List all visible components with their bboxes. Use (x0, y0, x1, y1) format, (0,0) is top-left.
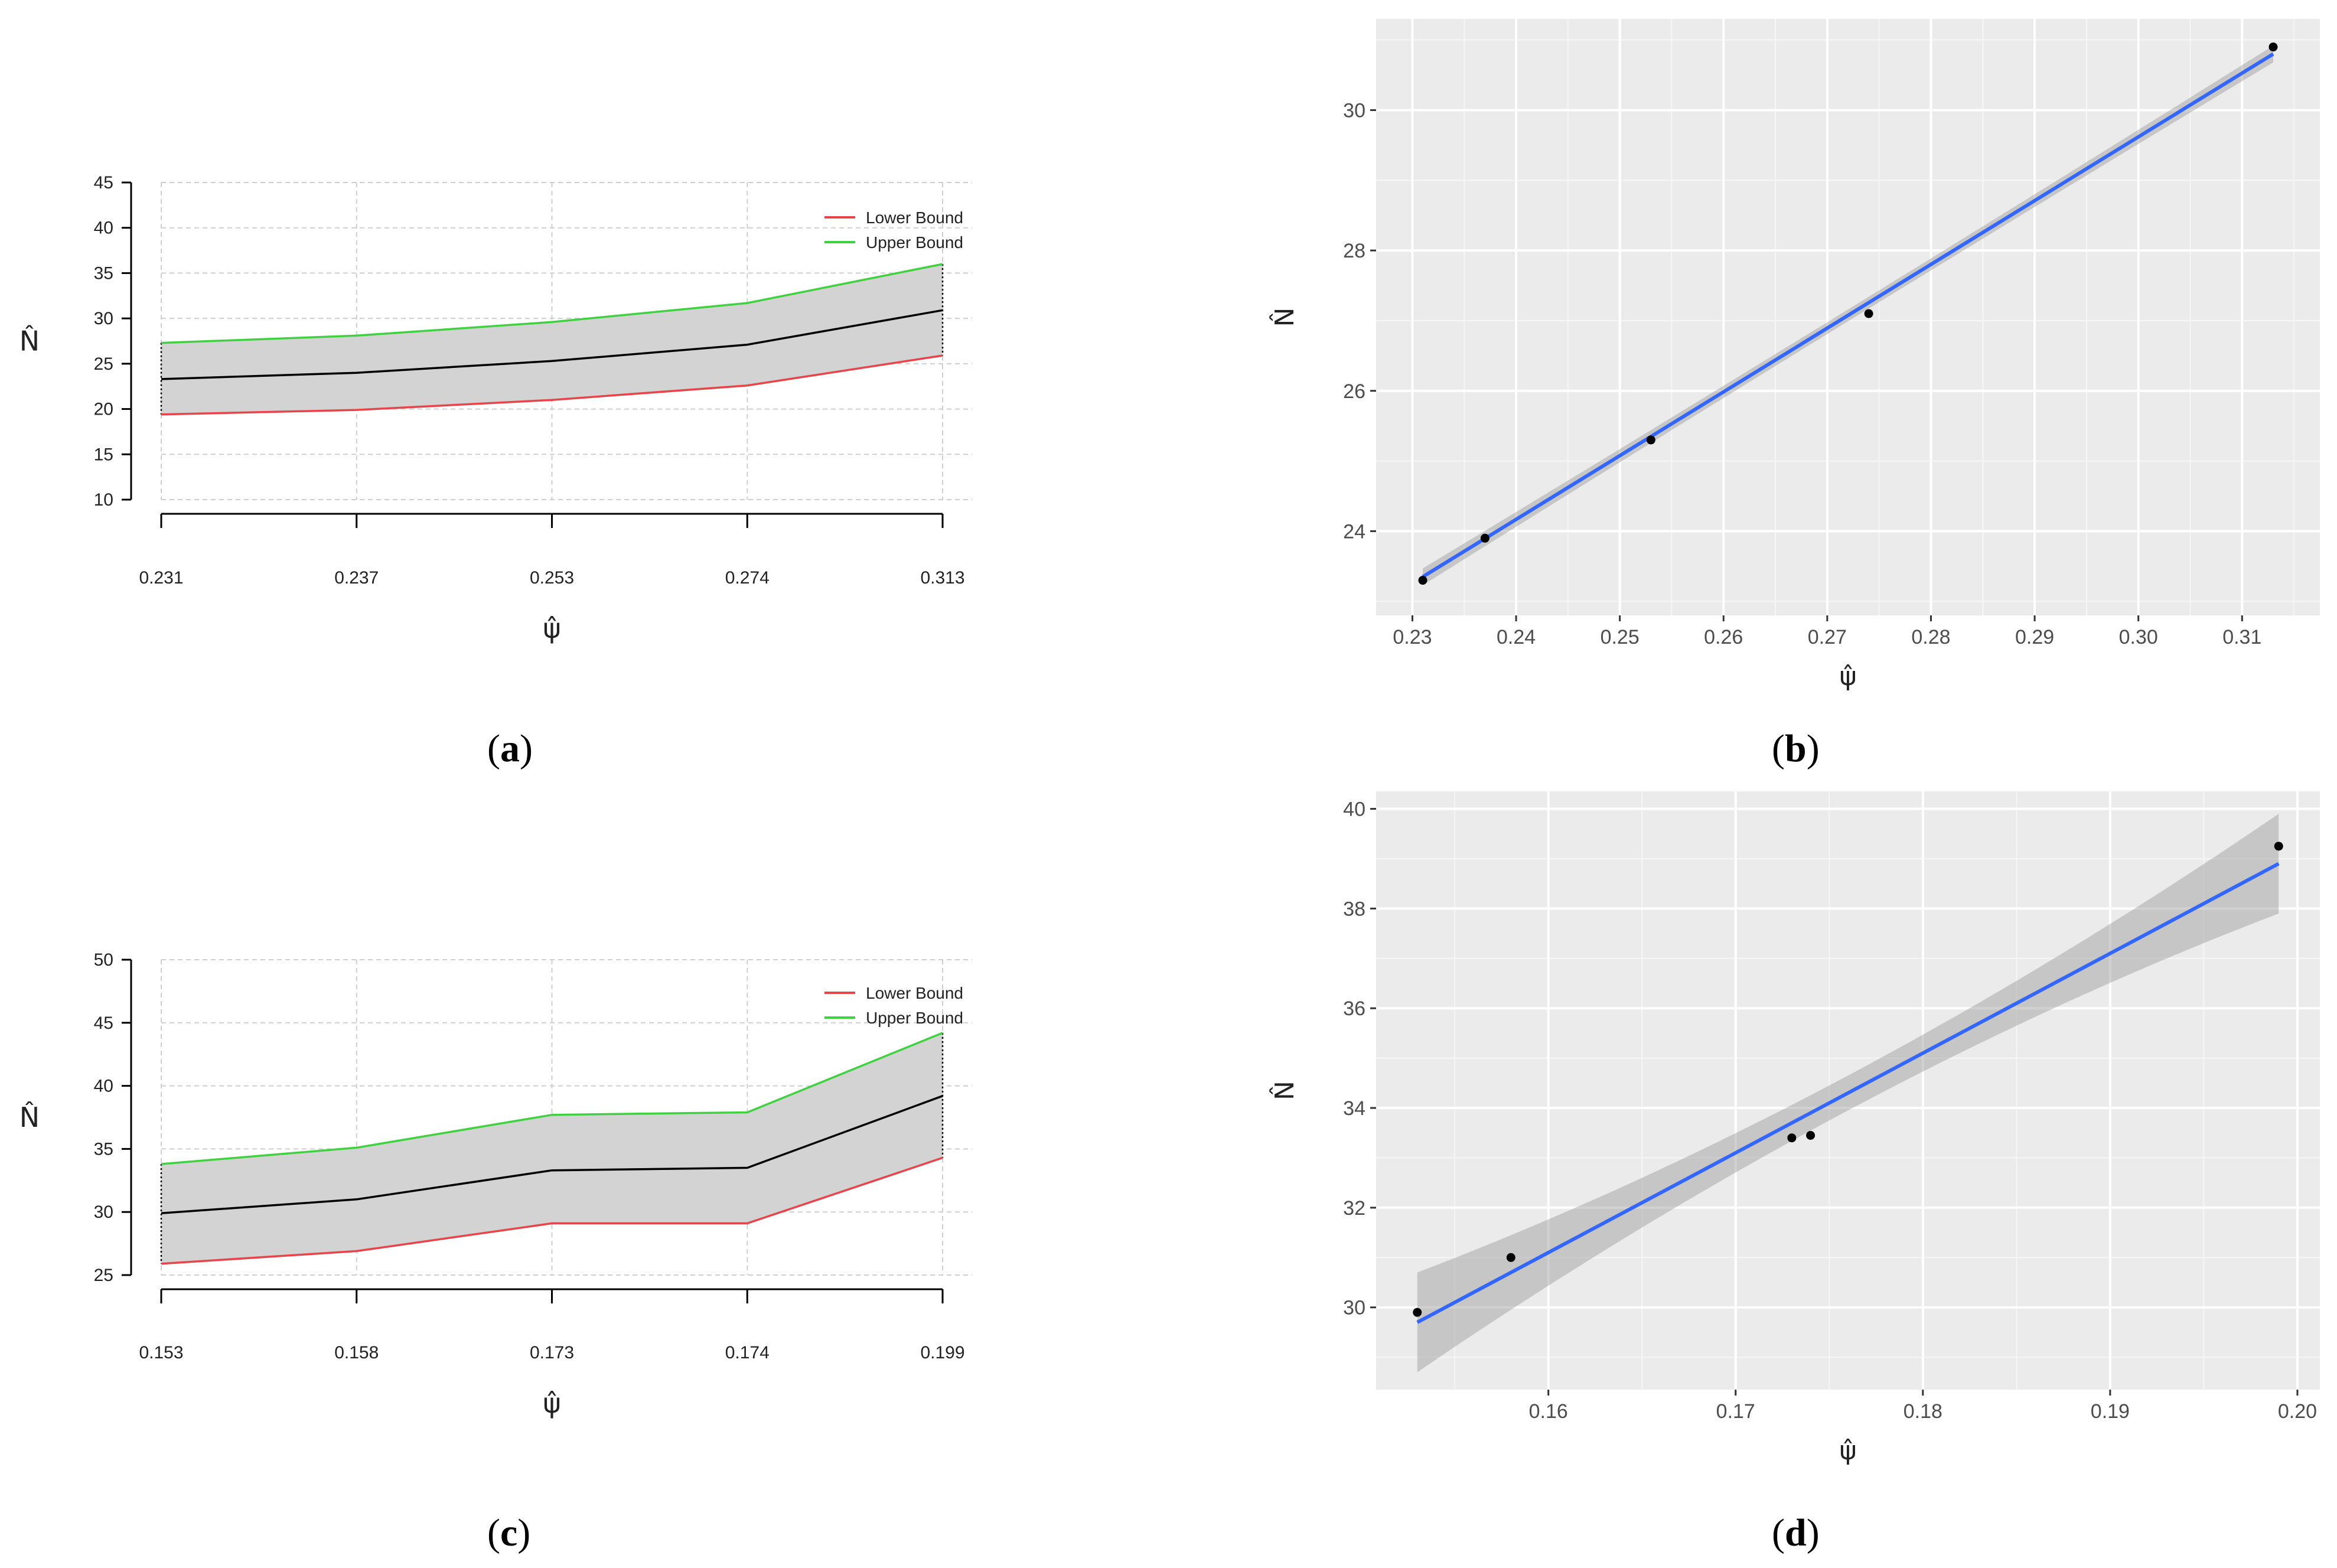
x-tick-label: 0.31 (2222, 626, 2261, 648)
x-tick-label: 0.237 (334, 568, 379, 588)
y-axis-title: N̂ (1269, 1081, 1300, 1100)
y-tick-label: 50 (94, 950, 113, 970)
y-axis-title: N̂ (19, 1101, 40, 1133)
y-tick-label: 30 (94, 1202, 113, 1222)
x-tick-label: 0.30 (2119, 626, 2158, 648)
y-axis-title: N̂ (19, 325, 40, 357)
x-tick-label: 0.17 (1716, 1400, 1755, 1423)
x-tick-label: 0.174 (725, 1343, 770, 1362)
y-tick-label: 35 (94, 1139, 113, 1159)
y-tick-label: 45 (94, 173, 113, 193)
y-tick-label: 15 (94, 445, 113, 464)
series-estimate-line (161, 309, 943, 380)
data-point (1506, 1253, 1515, 1262)
y-tick-label: 25 (94, 1266, 113, 1285)
x-axis-title: ψ̂ (1839, 661, 1856, 692)
data-point (2268, 43, 2278, 52)
y-tick-label: 30 (1343, 99, 1365, 122)
data-point (2274, 842, 2283, 851)
y-tick-label: 32 (1343, 1197, 1365, 1220)
data-point (1806, 1130, 1816, 1140)
panel-label-b: (b) (1772, 727, 1820, 770)
legend-label-upper-bound: Upper Bound (866, 233, 963, 252)
data-point (1864, 309, 1873, 318)
fit-line (1422, 52, 2274, 579)
x-tick-label: 0.173 (530, 1343, 574, 1362)
x-tick-label: 0.23 (1393, 626, 1432, 648)
x-tick-label: 0.153 (139, 1343, 183, 1362)
panel-label-d: (d) (1772, 1511, 1820, 1554)
panel-label-a-letter: a (500, 727, 520, 770)
series-estimate-line (161, 1095, 943, 1215)
y-tick-label: 36 (1343, 997, 1365, 1020)
data-point (1480, 533, 1489, 543)
x-tick-label: 0.199 (920, 1343, 964, 1362)
x-tick-label: 0.24 (1497, 626, 1536, 648)
x-tick-label: 0.253 (530, 568, 574, 588)
panel-label-c-letter: c (500, 1511, 518, 1554)
x-tick-label: 0.18 (1904, 1400, 1942, 1423)
y-tick-label: 26 (1343, 380, 1365, 403)
y-tick-label: 24 (1343, 520, 1365, 543)
y-tick-label: 30 (1343, 1297, 1365, 1319)
x-tick-label: 0.19 (2091, 1400, 2130, 1423)
x-tick-label: 0.20 (2278, 1400, 2317, 1423)
x-tick-label: 0.29 (2015, 626, 2054, 648)
panel-label-a: (a) (487, 727, 533, 770)
x-tick-label: 0.274 (725, 568, 770, 588)
data-point (1787, 1133, 1797, 1143)
y-tick-label: 45 (94, 1013, 113, 1033)
confidence-band (161, 1032, 943, 1264)
legend-label-lower-bound: Lower Bound (866, 208, 963, 227)
y-tick-label: 40 (94, 219, 113, 238)
confidence-band (161, 264, 943, 415)
series-lower-bound-line (161, 354, 943, 416)
y-tick-label: 38 (1343, 898, 1365, 920)
chart-d-ggplot-linear-fit: 30 32 34 36 38 40 0.16 0.17 0.18 0.19 0.20 ψ̂ N̂ (1269, 791, 2320, 1466)
panel-label-b-letter: b (1784, 727, 1807, 770)
chart-c-base-r-band: 25 30 35 40 45 50 0.153 0.158 0.173 0.174 0.199 ψ̂ N… (19, 950, 972, 1419)
x-axis-title: ψ̂ (543, 612, 560, 644)
chart-b-ggplot-linear-fit: 24 26 28 30 0.23 0.24 0.25 0.26 0.27 0.28 0.29 0.30… (1269, 19, 2320, 692)
x-tick-label: 0.27 (1808, 626, 1847, 648)
x-tick-label: 0.313 (920, 568, 964, 588)
y-tick-label: 28 (1343, 240, 1365, 262)
x-tick-label: 0.25 (1601, 626, 1640, 648)
data-point (1413, 1308, 1422, 1317)
x-tick-label: 0.158 (334, 1343, 379, 1362)
panel-label-c: (c) (487, 1511, 531, 1554)
y-tick-label: 34 (1343, 1097, 1365, 1120)
legend-label-upper-bound: Upper Bound (866, 1009, 963, 1027)
fit-line (1416, 862, 2280, 1324)
y-tick-label: 30 (94, 309, 113, 328)
y-tick-label: 40 (1343, 798, 1365, 821)
y-tick-label: 35 (94, 263, 113, 283)
x-axis-title: ψ̂ (1839, 1436, 1856, 1466)
series-lower-bound-line (161, 1156, 943, 1265)
x-axis-title: ψ̂ (543, 1387, 560, 1419)
y-tick-label: 40 (94, 1077, 113, 1096)
chart-a-base-r-band: 10 15 20 25 30 35 40 45 0.231 0.237 0.253 0.274 0.31… (19, 173, 972, 644)
y-tick-label: 25 (94, 354, 113, 374)
panel-label-d-letter: d (1784, 1511, 1807, 1554)
x-tick-label: 0.16 (1529, 1400, 1568, 1423)
x-tick-label: 0.26 (1704, 626, 1743, 648)
x-tick-label: 0.231 (139, 568, 183, 588)
x-tick-label: 0.28 (1911, 626, 1950, 648)
y-axis-title: N̂ (1269, 308, 1300, 327)
plot-panel-background (1376, 791, 2320, 1390)
y-tick-label: 10 (94, 490, 113, 510)
series-upper-bound-line (161, 263, 943, 344)
y-tick-label: 20 (94, 400, 113, 419)
data-point (1646, 435, 1655, 445)
data-point (1418, 576, 1427, 585)
legend-label-lower-bound: Lower Bound (866, 984, 963, 1002)
series-upper-bound-line (161, 1032, 943, 1165)
